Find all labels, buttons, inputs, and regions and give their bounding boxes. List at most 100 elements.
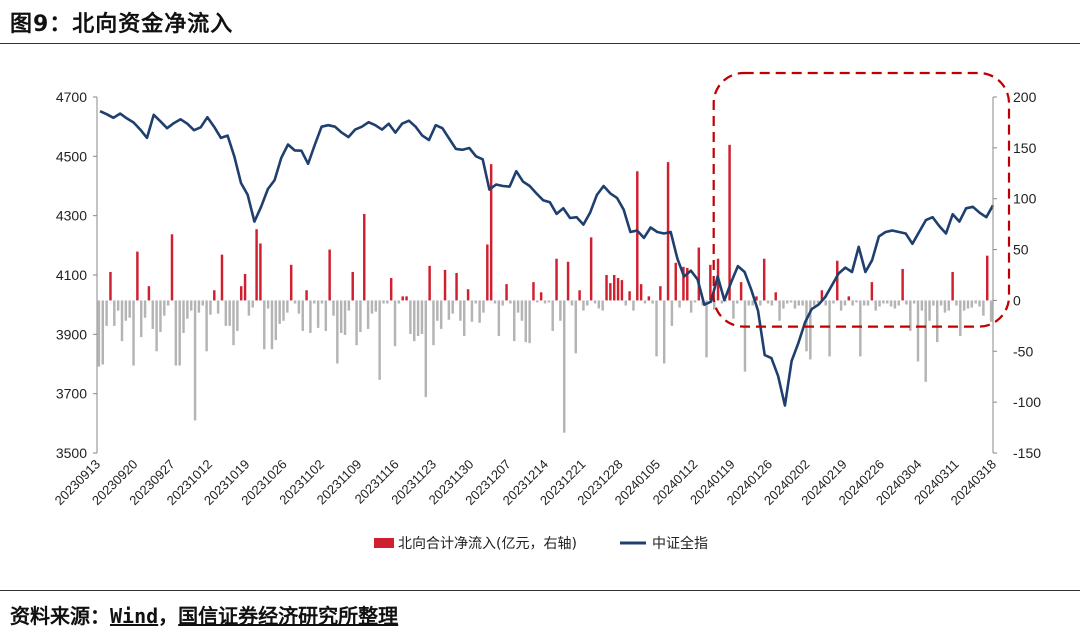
inflow-bar xyxy=(274,300,278,341)
inflow-bar xyxy=(501,300,504,306)
right-axis-tick-label: 200 xyxy=(1013,89,1037,105)
inflow-bar xyxy=(255,229,258,301)
inflow-bar xyxy=(912,300,916,304)
inflow-bar xyxy=(886,300,889,304)
inflow-bar xyxy=(124,300,128,321)
inflow-bar xyxy=(674,262,677,301)
inflow-bar xyxy=(774,292,777,301)
inflow-bar xyxy=(136,251,139,301)
inflow-bar xyxy=(309,300,312,333)
inflow-bar xyxy=(655,300,658,357)
inflow-bar xyxy=(270,300,274,350)
inflow-bar xyxy=(724,300,727,302)
inflow-bar xyxy=(586,300,589,306)
inflow-bar xyxy=(432,300,435,346)
index-line-group xyxy=(99,110,995,407)
source-prefix: 资料来源： xyxy=(10,604,110,628)
left-axis-tick-label: 3700 xyxy=(56,386,87,402)
inflow-bar xyxy=(205,300,208,352)
inflow-bar xyxy=(728,144,731,301)
right-axis-tick-label: -50 xyxy=(1013,343,1033,359)
inflow-bar xyxy=(836,260,839,301)
inflow-bar xyxy=(447,300,451,320)
inflow-bar xyxy=(389,278,393,301)
inflow-bar xyxy=(116,300,120,311)
left-axis-tick-label: 4500 xyxy=(56,148,87,164)
inflow-bar xyxy=(482,300,485,313)
inflow-bar xyxy=(659,286,662,301)
inflow-bar xyxy=(113,300,116,326)
inflow-bar xyxy=(409,300,412,334)
inflow-bar xyxy=(363,213,366,301)
inflow-bar xyxy=(497,300,501,337)
inflow-bar xyxy=(520,300,524,321)
inflow-bar xyxy=(820,290,824,301)
inflow-bar xyxy=(413,300,416,342)
inflow-bar xyxy=(682,266,685,301)
inflow-bar xyxy=(678,300,681,308)
inflow-bar xyxy=(893,300,897,309)
inflow-bar xyxy=(770,300,774,306)
inflow-bar xyxy=(855,300,858,303)
inflow-bar xyxy=(428,265,431,301)
inflow-bar xyxy=(170,234,174,301)
inflow-bar xyxy=(812,300,816,306)
inflow-bar xyxy=(970,300,974,308)
inflow-bar xyxy=(874,300,877,311)
inflow-bar xyxy=(597,300,601,309)
inflow-bar xyxy=(978,300,981,307)
inflow-bar xyxy=(801,300,804,306)
inflow-bar xyxy=(278,300,281,324)
right-axis-tick-label: -100 xyxy=(1013,394,1041,410)
inflow-bar xyxy=(989,300,993,322)
inflow-bar xyxy=(128,300,131,318)
inflow-bar xyxy=(216,300,220,314)
inflow-bar xyxy=(455,272,458,301)
inflow-bar xyxy=(616,278,620,301)
inflow-bar xyxy=(743,300,747,372)
inflow-bar xyxy=(851,300,854,306)
inflow-bar xyxy=(236,300,239,331)
inflow-bar xyxy=(751,300,754,306)
inflow-bar xyxy=(862,300,866,306)
inflow-bar xyxy=(593,300,597,304)
inflow-bar xyxy=(532,282,535,301)
inflow-bar xyxy=(609,283,612,301)
inflow-bar xyxy=(120,300,124,342)
inflow-bar xyxy=(789,300,793,303)
inflow-bar xyxy=(932,300,935,306)
inflow-bar xyxy=(189,300,193,311)
inflow-bar xyxy=(570,300,574,306)
legend: 北向合计净流入(亿元，右轴) 中证全指 xyxy=(374,535,708,552)
inflow-bar xyxy=(847,296,851,301)
inflow-bar xyxy=(239,286,243,301)
inflow-bar xyxy=(386,300,389,304)
legend-label-index: 中证全指 xyxy=(652,535,708,552)
inflow-bar xyxy=(355,300,358,346)
source-note: 资料来源：Wind，国信证券经济研究所整理 xyxy=(10,600,398,629)
inflow-bar xyxy=(686,267,689,301)
inflow-bar xyxy=(201,300,204,306)
inflow-bar xyxy=(824,300,827,306)
inflow-bar xyxy=(566,261,570,301)
inflow-bar xyxy=(670,300,674,326)
left-axis-tick-label: 4100 xyxy=(56,267,87,283)
inflow-bar xyxy=(909,300,912,331)
inflow-bar xyxy=(151,300,154,329)
inflow-bar xyxy=(182,300,185,333)
inflow-bar xyxy=(301,300,304,331)
inflow-bar xyxy=(705,300,708,358)
inflow-bar xyxy=(662,300,666,364)
inflow-bar xyxy=(536,300,539,303)
bottom-rule xyxy=(0,590,1080,591)
inflow-bar xyxy=(551,300,554,331)
right-axis-tick-label: 50 xyxy=(1013,242,1029,258)
inflow-bar xyxy=(347,300,351,311)
inflow-bar xyxy=(109,271,112,301)
inflow-bar xyxy=(924,300,927,382)
inflow-bar xyxy=(259,243,262,301)
inflow-bar xyxy=(709,264,712,301)
inflow-bar xyxy=(697,247,701,301)
inflow-bar xyxy=(382,300,385,304)
inflow-bar xyxy=(439,300,443,329)
